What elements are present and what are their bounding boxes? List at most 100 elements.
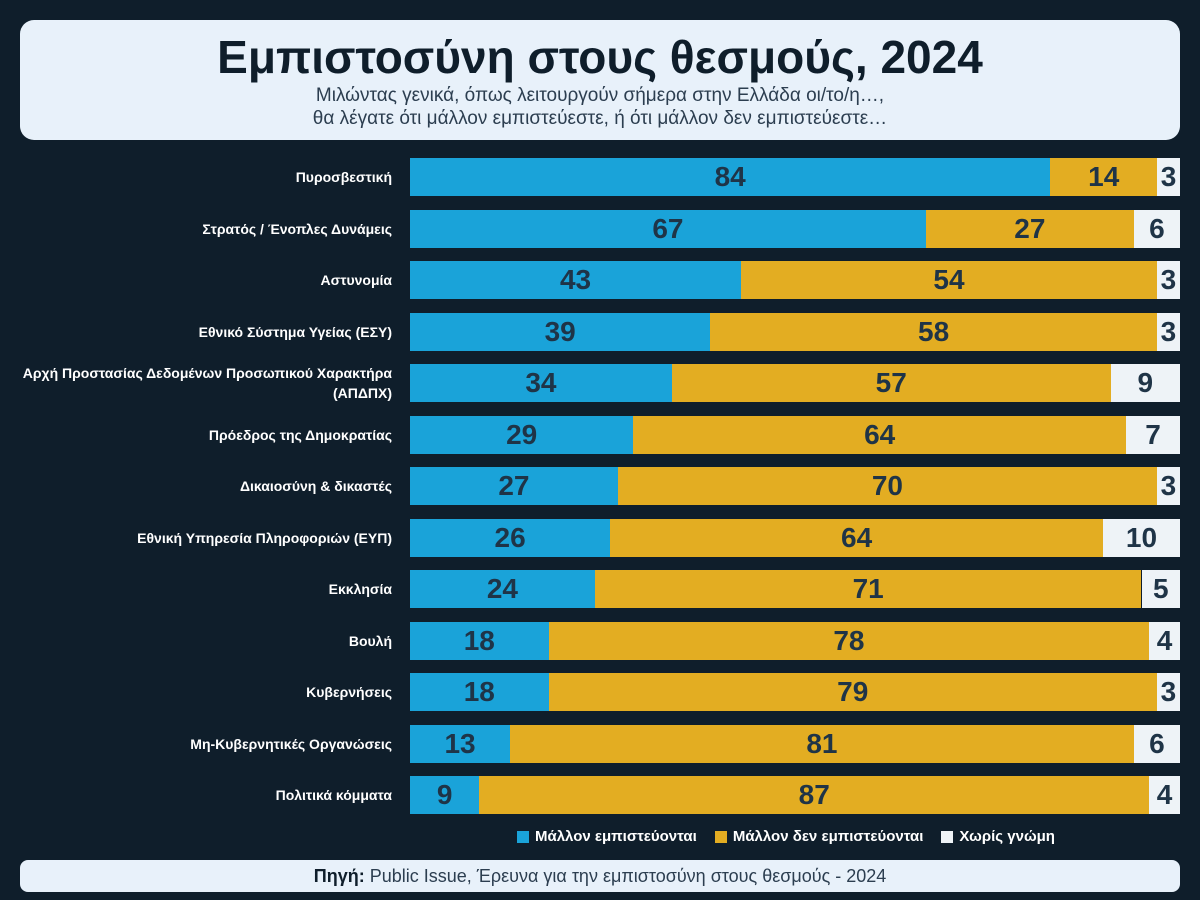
bar-segment-trust: 18	[410, 673, 549, 711]
chart-title: Εμπιστοσύνη στους θεσμούς, 2024	[217, 31, 983, 83]
data-label: 9	[436, 779, 453, 810]
data-label: 18	[463, 624, 495, 656]
data-label: 27	[498, 470, 530, 501]
bar-segment-no-opinion: 4	[1149, 621, 1180, 660]
legend-label-no-opinion: Χωρίς γνώμη	[959, 828, 1055, 845]
bar-segment-trust: 18	[410, 621, 549, 660]
category-label: Αστυνομία	[320, 272, 392, 288]
bar-segment-no-opinion: 10	[1103, 518, 1180, 557]
bar-segment-trust: 9	[410, 776, 480, 814]
bar-segment-distrust: 64	[610, 518, 1103, 557]
category-label: Πυροσβεστική	[295, 169, 392, 185]
chart-subtitle-line-1: Μιλώντας γενικά, όπως λειτουργούν σήμερα…	[315, 85, 885, 106]
source-text: Public Issue, Έρευνα για την εμπιστοσύνη…	[369, 866, 887, 886]
legend-swatch-distrust	[714, 830, 727, 843]
bar-segment-no-opinion: 6	[1133, 724, 1180, 763]
data-label: 3	[1160, 470, 1177, 501]
category-label: Αρχή Προστασίας Δεδομένων Προσωπικού Χαρ…	[22, 365, 392, 401]
data-label: 84	[714, 161, 746, 192]
bar-segment-no-opinion: 3	[1156, 312, 1180, 351]
category-label: Εκκλησία	[328, 581, 392, 597]
bar-segment-trust: 24	[410, 570, 595, 608]
data-label: 10	[1125, 521, 1158, 553]
legend-label-trust: Μάλλον εμπιστεύονται	[535, 828, 697, 845]
bar-segment-distrust: 71	[594, 570, 1142, 608]
data-label: 6	[1149, 212, 1165, 244]
bar-segment-trust: 34	[410, 364, 672, 402]
bar-segment-trust: 26	[410, 518, 611, 557]
data-label: 58	[918, 315, 950, 347]
bar-segment-distrust: 79	[548, 673, 1157, 711]
data-label: 4	[1156, 779, 1173, 810]
category-label: Μη-Κυβερνητικές Οργανώσεις	[190, 735, 392, 752]
bar-segment-no-opinion: 3	[1156, 261, 1180, 299]
legend: Μάλλον εμπιστεύονται Μάλλον δεν εμπιστεύ…	[517, 828, 1055, 845]
source-footer: Πηγή: Public Issue, Έρευνα για την εμπισ…	[20, 860, 1180, 892]
bar-segment-no-opinion: 5	[1141, 570, 1180, 608]
data-label: 81	[806, 727, 838, 759]
chart-subtitle-line-2: θα λέγατε ότι μάλλον εμπιστεύεστε, ή ότι…	[312, 108, 888, 129]
bar-segment-trust: 67	[410, 209, 926, 248]
legend-item-distrust: Μάλλον δεν εμπιστεύονται	[714, 828, 924, 845]
data-label: 87	[798, 779, 830, 810]
category-label: Εθνικό Σύστημα Υγείας (ΕΣΥ)	[198, 323, 392, 340]
legend-label-distrust: Μάλλον δεν εμπιστεύονται	[732, 828, 924, 845]
data-label: 4	[1156, 624, 1173, 656]
bar-segment-distrust: 58	[710, 312, 1157, 351]
bar-segment-no-opinion: 9	[1110, 364, 1180, 402]
data-label: 3	[1160, 161, 1177, 192]
data-label: 7	[1145, 418, 1161, 450]
bar-segment-trust: 84	[410, 158, 1051, 196]
data-label: 9	[1137, 367, 1154, 398]
data-label: 67	[652, 212, 684, 244]
bar-segment-no-opinion: 6	[1133, 209, 1180, 248]
bar-segment-distrust: 78	[548, 621, 1150, 660]
legend-item-no-opinion: Χωρίς γνώμη	[941, 828, 1055, 845]
data-label: 43	[559, 264, 592, 295]
bar-segment-distrust: 54	[741, 261, 1157, 299]
bar-segment-trust: 13	[410, 724, 511, 763]
bar-segment-distrust: 70	[617, 467, 1157, 505]
bar-segment-distrust: 14	[1050, 158, 1158, 196]
bar-segment-trust: 27	[410, 467, 618, 505]
bar-segment-no-opinion: 3	[1157, 158, 1180, 196]
bar-segment-distrust: 57	[671, 364, 1111, 402]
data-label: 29	[506, 418, 538, 450]
data-label: 3	[1160, 315, 1177, 347]
legend-swatch-no-opinion	[941, 830, 954, 843]
category-label: Στρατός / Ένοπλες Δυνάμεις	[202, 220, 392, 237]
category-label: Δικαιοσύνη & δικαστές	[239, 478, 392, 494]
data-label: 57	[875, 367, 907, 398]
data-label: 34	[525, 367, 557, 398]
data-label: 26	[494, 521, 526, 553]
bar-segment-no-opinion: 3	[1156, 467, 1180, 505]
data-label: 64	[864, 418, 896, 450]
data-label: 70	[871, 470, 903, 501]
data-label: 6	[1149, 727, 1165, 759]
bar-segment-distrust: 87	[479, 776, 1150, 814]
data-label: 64	[841, 521, 873, 553]
bar-segment-trust: 43	[410, 261, 742, 299]
data-label: 3	[1160, 676, 1177, 707]
data-label: 24	[486, 573, 518, 604]
data-label: 54	[933, 264, 965, 295]
header-panel: Εμπιστοσύνη στους θεσμούς, 2024 Μιλώντας…	[20, 20, 1180, 140]
data-label: 79	[837, 676, 869, 707]
data-label: 39	[544, 315, 576, 347]
category-label: Εθνική Υπηρεσία Πληροφοριών (ΕΥΠ)	[137, 529, 392, 546]
bar-segment-distrust: 64	[633, 415, 1127, 454]
bar-segment-no-opinion: 3	[1156, 673, 1180, 711]
bar-segment-distrust: 27	[925, 209, 1134, 248]
data-label: 3	[1160, 264, 1177, 295]
data-label: 5	[1152, 573, 1169, 604]
bar-segment-trust: 29	[410, 415, 634, 454]
bar-segment-trust: 39	[410, 312, 711, 351]
bar-segment-no-opinion: 4	[1149, 776, 1180, 814]
data-label: 27	[1014, 212, 1046, 244]
category-label: Πολιτικά κόμματα	[275, 787, 392, 803]
legend-item-trust: Μάλλον εμπιστεύονται	[517, 828, 697, 845]
data-label: 18	[463, 676, 495, 707]
source-label: Πηγή:	[313, 866, 365, 886]
data-label: 13	[444, 727, 476, 759]
category-label: Κυβερνήσεις	[306, 684, 392, 700]
